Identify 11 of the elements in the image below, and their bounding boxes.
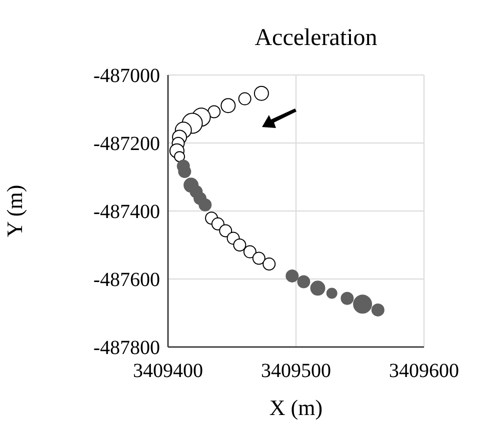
chart-title: Acceleration xyxy=(254,25,378,51)
y-tick-label: -487600 xyxy=(93,269,160,291)
y-tick-label: -487400 xyxy=(93,201,160,223)
y-tick-label: -487200 xyxy=(93,133,160,155)
x-tick-label: 3409500 xyxy=(261,360,331,382)
y-tick-label: -487800 xyxy=(93,337,160,359)
y-tick-label: -487000 xyxy=(93,65,160,87)
y-axis-title: Y (m) xyxy=(2,184,27,238)
x-axis-title: X (m) xyxy=(269,395,323,420)
x-tick-label: 3409600 xyxy=(389,360,459,382)
x-tick-label: 3409400 xyxy=(133,360,203,382)
